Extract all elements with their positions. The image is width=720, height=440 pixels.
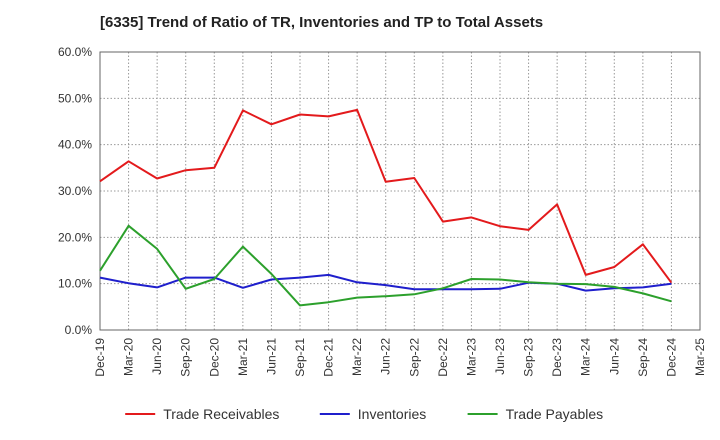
x-tick-label: Sep-20 <box>179 338 193 377</box>
legend-label: Inventories <box>358 406 426 422</box>
x-tick-label: Dec-24 <box>664 338 678 377</box>
legend-label: Trade Payables <box>506 406 604 422</box>
x-tick-label: Sep-22 <box>407 338 421 377</box>
series-line-trade-receivables <box>99 108 673 284</box>
x-tick-label: Jun-20 <box>150 338 164 375</box>
x-tick-label: Mar-20 <box>122 338 136 376</box>
x-tick-label: Sep-21 <box>293 338 307 377</box>
x-tick-label: Dec-20 <box>207 338 221 377</box>
y-tick-label: 10.0% <box>58 277 92 291</box>
chart-title: [6335] Trend of Ratio of TR, Inventories… <box>100 14 544 31</box>
y-tick-label: 0.0% <box>65 323 93 337</box>
x-tick-label: Sep-23 <box>522 338 536 377</box>
y-tick-label: 20.0% <box>58 230 92 244</box>
y-tick-label: 60.0% <box>58 45 92 59</box>
x-tick-label: Jun-23 <box>493 338 507 375</box>
x-tick-label: Jun-22 <box>379 338 393 375</box>
x-tick-label: Jun-21 <box>264 338 278 375</box>
y-tick-label: 40.0% <box>58 138 92 152</box>
series-line-trade-payables <box>99 224 672 307</box>
legend-item-inventories: Inventories <box>319 406 426 422</box>
legend-label: Trade Receivables <box>163 406 279 422</box>
legend-item-trade-payables: Trade Payables <box>467 406 604 422</box>
x-tick-label: Dec-22 <box>436 338 450 377</box>
series-line-inventories <box>99 273 672 292</box>
x-tick-label: Mar-23 <box>464 338 478 376</box>
x-tick-label: Dec-23 <box>550 338 564 377</box>
y-tick-label: 50.0% <box>58 91 92 105</box>
x-tick-label: Dec-19 <box>93 338 107 377</box>
y-tick-label: 30.0% <box>58 184 92 198</box>
x-tick-label: Jun-24 <box>607 338 621 375</box>
x-tick-label: Mar-24 <box>579 338 593 376</box>
x-tick-label: Mar-25 <box>693 338 707 376</box>
x-tick-label: Mar-21 <box>236 338 250 376</box>
x-tick-label: Sep-24 <box>636 338 650 377</box>
plot-frame <box>99 51 701 331</box>
x-tick-label: Dec-21 <box>322 338 336 377</box>
legend-item-trade-receivables: Trade Receivables <box>125 406 279 422</box>
x-tick-label: Mar-22 <box>350 338 364 376</box>
